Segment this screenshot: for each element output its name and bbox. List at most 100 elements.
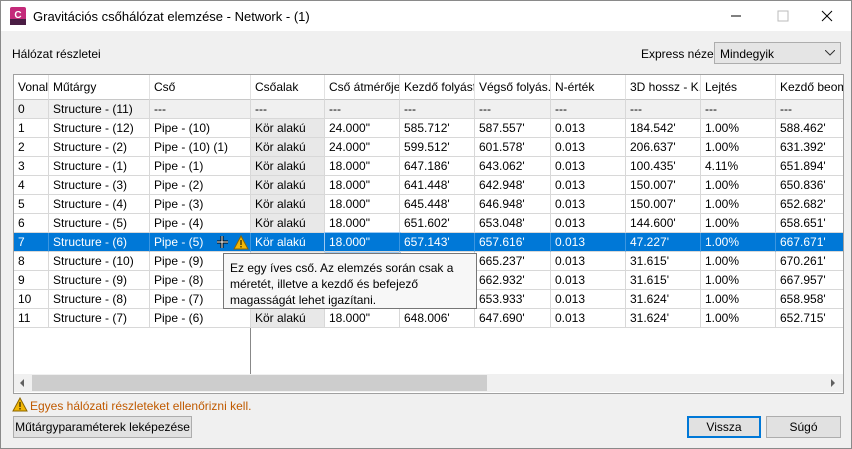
tooltip-line: méretét, illetve a kezdő és befejező: [230, 277, 419, 291]
grid-cell: 0.013: [551, 290, 626, 309]
grid-cell: Structure - (4): [49, 195, 150, 214]
column-header: 3D hossz - K...: [626, 75, 701, 100]
grid-cell: 6: [14, 214, 49, 233]
grid-cell: 18.000": [325, 195, 400, 214]
grid-cell: 1.00%: [701, 138, 776, 157]
help-button[interactable]: Súgó: [766, 416, 841, 438]
grid-cell: 9: [14, 271, 49, 290]
grid-cell: Structure - (8): [49, 290, 150, 309]
grid-cell: 657.143': [400, 233, 475, 252]
grid-cell: 653.048': [475, 214, 551, 233]
grid-cell: 667.957': [776, 271, 843, 290]
column-header: Végső folyás...: [475, 75, 551, 100]
dropdown-value: Mindegyik: [720, 47, 775, 61]
grid-cell: 662.932': [475, 271, 551, 290]
grid-cell: 658.958': [776, 290, 843, 309]
grid-cell: Structure - (7): [49, 309, 150, 328]
grid-cell: 11: [14, 309, 49, 328]
grid-cell: Kör alakú: [251, 214, 325, 233]
grid-cell: 8: [14, 252, 49, 271]
grid-cell: Kör alakú: [251, 138, 325, 157]
map-button[interactable]: Műtárgyparaméterek leképezése: [13, 416, 192, 438]
view-dropdown[interactable]: Mindegyik: [714, 42, 841, 64]
grid-cell: 645.448': [400, 195, 475, 214]
grid-cell: 2: [14, 138, 49, 157]
window-title: Gravitációs csőhálózat elemzése - Networ…: [33, 9, 310, 24]
grid-cell: ---: [475, 100, 551, 119]
grid-cell: 31.615': [626, 271, 701, 290]
grid-cell: 7: [14, 233, 49, 252]
grid-cell: 585.712': [400, 119, 475, 138]
grid-cell: ---: [701, 100, 776, 119]
grid-cell: 18.000": [325, 309, 400, 328]
grid-cell: Kör alakú: [251, 119, 325, 138]
grid-cell: ---: [551, 100, 626, 119]
grid-cell: 650.836': [776, 176, 843, 195]
grid-cell: 652.715': [776, 309, 843, 328]
grid-cell: 0.013: [551, 252, 626, 271]
grid-cell: 31.624': [626, 290, 701, 309]
grid-cell: 1.00%: [701, 252, 776, 271]
grid-cell: 0.013: [551, 271, 626, 290]
grid-cell: 1.00%: [701, 290, 776, 309]
grid-cell: Pipe - (5): [150, 233, 251, 252]
grid-cell: ---: [150, 100, 251, 119]
grid-cell: 0.013: [551, 214, 626, 233]
column-header: Kezdő beoml: [776, 75, 843, 100]
grid-cell: ---: [776, 100, 843, 119]
grid-cell: 1: [14, 119, 49, 138]
tooltip: Ez egy íves cső. Az elemzés során csak a…: [223, 253, 477, 309]
back-button[interactable]: Vissza: [687, 416, 761, 438]
grid-cell: Kör alakú: [251, 157, 325, 176]
grid-cell: ---: [626, 100, 701, 119]
grid-cell: 641.448': [400, 176, 475, 195]
tooltip-line: magasságát lehet igazítani.: [230, 293, 377, 307]
grid-cell: 599.512': [400, 138, 475, 157]
grid-cell: 18.000": [325, 176, 400, 195]
data-grid[interactable]: Vonal Műtárgy Cső Csőalak Cső átmérője Kezdő …: [13, 74, 844, 394]
grid-cell: Kör alakú: [251, 195, 325, 214]
grid-cell: 601.578': [475, 138, 551, 157]
grid-cell: 144.600': [626, 214, 701, 233]
grid-cell: 150.007': [626, 176, 701, 195]
column-header: Műtárgy: [49, 75, 150, 100]
scroll-right[interactable]: [829, 379, 837, 387]
grid-cell: 206.637': [626, 138, 701, 157]
dropdown-arrow: [825, 50, 835, 56]
warning-icon: [12, 397, 28, 412]
grid-cell: 47.227': [626, 233, 701, 252]
grid-cell: 665.237': [475, 252, 551, 271]
grid-cell: 24.000": [325, 138, 400, 157]
grid-cell: 647.186': [400, 157, 475, 176]
grid-cell: 667.671': [776, 233, 843, 252]
warning-text: Egyes hálózati részleteket ellenőrizni k…: [30, 399, 252, 413]
grid-cell: 670.261': [776, 252, 843, 271]
scroll-left[interactable]: [18, 379, 26, 387]
grid-cell: 18.000": [325, 214, 400, 233]
column-header: Csőalak: [251, 75, 325, 100]
grid-cell: Structure - (12): [49, 119, 150, 138]
grid-cell: 657.616': [475, 233, 551, 252]
grid-cell: 647.690': [475, 309, 551, 328]
grid-cell: 651.894': [776, 157, 843, 176]
grid-cell: 24.000": [325, 119, 400, 138]
grid-cell: 0.013: [551, 176, 626, 195]
grid-cell: 4: [14, 176, 49, 195]
scroll-thumb[interactable]: [32, 375, 487, 391]
column-header: Kezdő folyásf: [400, 75, 475, 100]
grid-cell: ---: [251, 100, 325, 119]
grid-cell: Structure - (3): [49, 176, 150, 195]
grid-cell: 1.00%: [701, 271, 776, 290]
grid-cell: Pipe - (1): [150, 157, 251, 176]
cursor-and-warning: [217, 235, 249, 250]
grid-cell: Structure - (1): [49, 157, 150, 176]
grid-cell: Kör alakú: [251, 233, 325, 252]
grid-cell: 31.615': [626, 252, 701, 271]
grid-cell: 18.000": [325, 157, 400, 176]
h-scrollbar[interactable]: [14, 374, 843, 392]
window-controls[interactable]: [731, 9, 841, 23]
column-header: Vonal: [14, 75, 49, 100]
grid-cell: Pipe - (10) (1): [150, 138, 251, 157]
grid-cell: 0.013: [551, 157, 626, 176]
